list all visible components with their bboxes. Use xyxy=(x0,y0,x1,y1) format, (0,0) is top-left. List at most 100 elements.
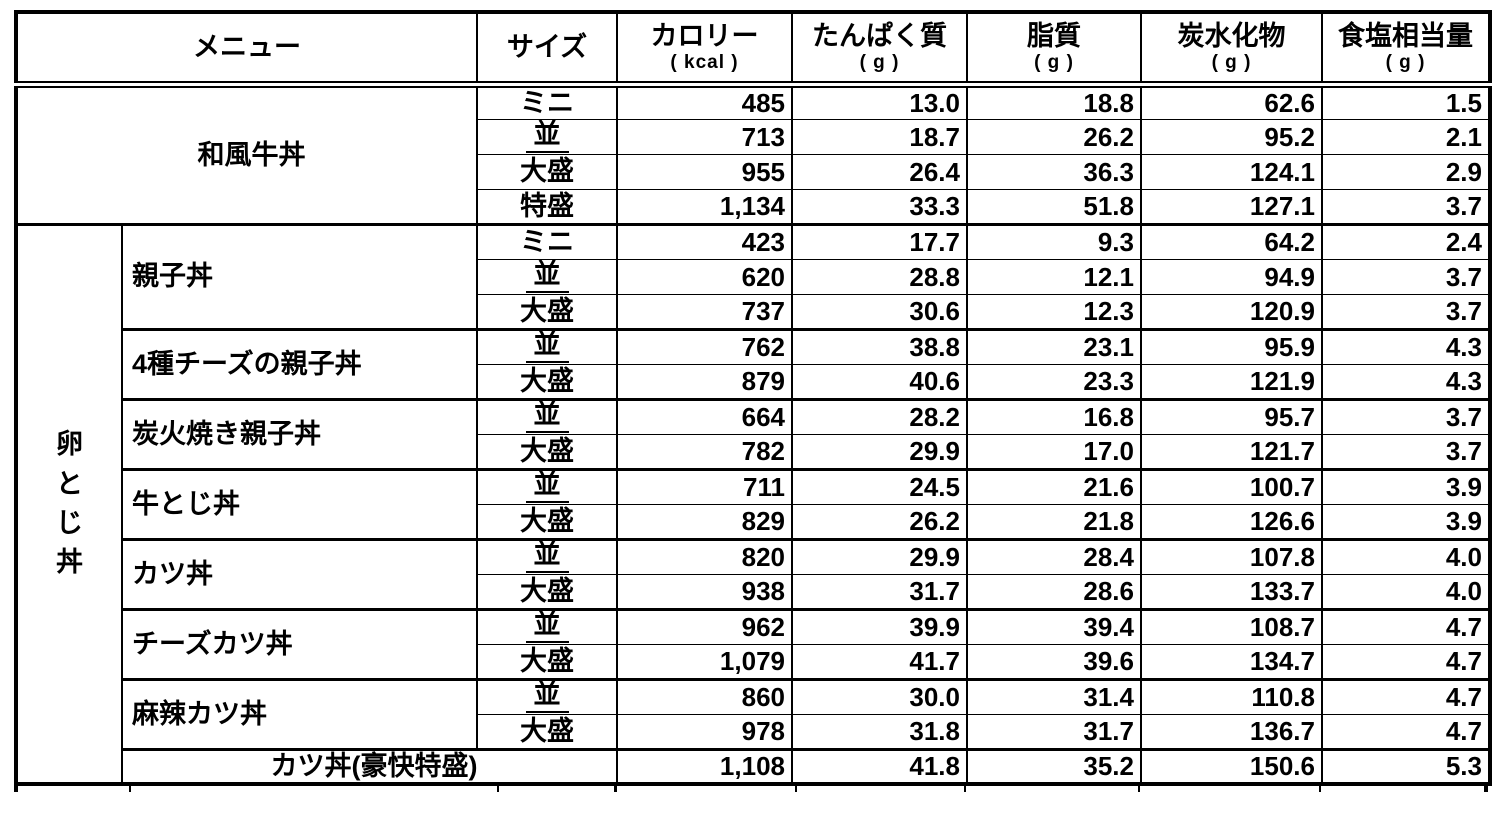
calories-cell: 829 xyxy=(616,503,793,540)
protein-cell: 13.0 xyxy=(791,83,968,120)
calories-cell: 711 xyxy=(616,467,793,505)
fat-cell: 36.3 xyxy=(966,153,1142,190)
carbs-cell: 95.2 xyxy=(1140,118,1323,155)
nutrition-sheet: メニュー サイズ カロリー( kcal ) たんぱく質( g ) 脂質( g )… xyxy=(14,10,1492,792)
size-cell: 大盛 xyxy=(476,643,618,680)
size-cell: 大盛 xyxy=(476,573,618,610)
size-cell: 大盛 xyxy=(476,713,618,750)
calories-cell: 962 xyxy=(616,607,793,645)
fat-cell: 21.6 xyxy=(966,467,1142,505)
fat-header-unit: ( g ) xyxy=(1034,51,1074,73)
size-cell: 並 xyxy=(476,607,618,645)
salt-cell: 3.7 xyxy=(1321,258,1491,295)
carbs-header-label: 炭水化物 xyxy=(1177,20,1286,51)
calories-cell: 860 xyxy=(616,677,793,715)
protein-cell: 40.6 xyxy=(791,363,968,400)
protein-cell: 29.9 xyxy=(791,537,968,575)
carbs-cell: 134.7 xyxy=(1140,643,1323,680)
salt-header-unit: ( g ) xyxy=(1385,51,1426,73)
size-label-underlined: 並 xyxy=(525,332,569,363)
calories-column-header: カロリー( kcal ) xyxy=(616,11,793,88)
protein-header-label: たんぱく質 xyxy=(812,20,947,51)
salt-column-header: 食塩相当量( g ) xyxy=(1321,11,1491,88)
salt-cell: 3.7 xyxy=(1321,293,1491,330)
calories-cell: 620 xyxy=(616,258,793,295)
table-row: 大盛 829 26.2 21.8 126.6 3.9 xyxy=(16,503,1491,540)
carbs-cell: 107.8 xyxy=(1140,537,1323,575)
size-label-underlined: 並 xyxy=(525,682,569,713)
size-label-underlined: 並 xyxy=(525,542,569,573)
menu-name-cell: 和風牛丼 xyxy=(15,83,478,225)
protein-cell: 41.8 xyxy=(791,747,968,785)
menu-name-cell: 麻辣カツ丼 xyxy=(121,677,478,750)
table-row: 卵とじ丼 親子丼 ミニ 423 17.7 9.3 64.2 2.4 xyxy=(15,222,1491,785)
fat-cell: 26.2 xyxy=(966,118,1142,155)
fat-cell: 23.1 xyxy=(966,327,1142,365)
table-row: 特盛 1,134 33.3 51.8 127.1 3.7 xyxy=(16,188,1491,225)
protein-cell: 33.3 xyxy=(791,188,968,225)
protein-cell: 31.8 xyxy=(791,713,968,750)
fat-cell: 12.1 xyxy=(966,258,1142,295)
size-cell: 並 xyxy=(476,467,618,505)
table-row: カツ丼 並 820 29.9 28.4 107.8 4.0 xyxy=(16,537,1491,610)
salt-cell: 5.3 xyxy=(1321,747,1491,785)
size-label-underlined: 並 xyxy=(525,120,569,153)
size-cell: 大盛 xyxy=(476,293,618,330)
size-cell: 特盛 xyxy=(476,188,618,225)
carbs-cell: 108.7 xyxy=(1140,607,1323,645)
salt-cell: 3.9 xyxy=(1321,503,1491,540)
fat-header-label: 脂質 xyxy=(1027,20,1081,51)
size-cell: 並 xyxy=(476,258,618,295)
size-header-label: サイズ xyxy=(506,31,588,62)
size-cell: 大盛 xyxy=(476,363,618,400)
size-cell: 並 xyxy=(476,118,618,155)
salt-cell: 3.7 xyxy=(1321,188,1491,225)
table-row: カツ丼(豪快特盛) 1,108 41.8 35.2 150.6 5.3 xyxy=(16,747,1491,785)
calories-cell: 955 xyxy=(616,153,793,190)
table-row: 大盛 978 31.8 31.7 136.7 4.7 xyxy=(16,713,1491,750)
salt-cell: 4.3 xyxy=(1321,327,1491,365)
size-label-underlined: 並 xyxy=(525,260,569,293)
menu-name-cell: 親子丼 xyxy=(121,222,478,330)
calories-header-unit: ( kcal ) xyxy=(670,51,739,73)
table-row: 大盛 938 31.7 28.6 133.7 4.0 xyxy=(16,573,1491,610)
table-row: 4種チーズの親子丼 並 762 38.8 23.1 95.9 4.3 xyxy=(16,327,1491,400)
salt-cell: 3.7 xyxy=(1321,433,1491,470)
carbs-cell: 127.1 xyxy=(1140,188,1323,225)
salt-cell: 1.5 xyxy=(1321,83,1491,120)
carbs-cell: 64.2 xyxy=(1140,222,1323,260)
protein-cell: 28.2 xyxy=(791,397,968,435)
size-cell: ミニ xyxy=(476,222,618,260)
salt-cell: 4.7 xyxy=(1321,607,1491,645)
calories-header-label: カロリー xyxy=(650,20,759,51)
size-column-header: サイズ xyxy=(476,11,618,88)
size-cell: 並 xyxy=(476,537,618,575)
nutrition-table: メニュー サイズ カロリー( kcal ) たんぱく質( g ) 脂質( g )… xyxy=(14,10,1492,786)
size-cell: 並 xyxy=(476,397,618,435)
fat-column-header: 脂質( g ) xyxy=(966,11,1142,88)
menu-name-cell: 炭火焼き親子丼 xyxy=(121,397,478,470)
carbs-column-header: 炭水化物( g ) xyxy=(1140,11,1323,88)
size-cell: 大盛 xyxy=(476,433,618,470)
protein-cell: 31.7 xyxy=(791,573,968,610)
calories-cell: 423 xyxy=(616,222,793,260)
fat-cell: 28.6 xyxy=(966,573,1142,610)
menu-name-cell: カツ丼 xyxy=(121,537,478,610)
salt-cell: 4.7 xyxy=(1321,677,1491,715)
carbs-cell: 100.7 xyxy=(1140,467,1323,505)
protein-cell: 28.8 xyxy=(791,258,968,295)
carbs-cell: 95.7 xyxy=(1140,397,1323,435)
fat-cell: 39.6 xyxy=(966,643,1142,680)
protein-column-header: たんぱく質( g ) xyxy=(791,11,968,88)
salt-cell: 4.0 xyxy=(1321,573,1491,610)
protein-cell: 26.2 xyxy=(791,503,968,540)
protein-cell: 26.4 xyxy=(791,153,968,190)
header-row: メニュー サイズ カロリー( kcal ) たんぱく質( g ) 脂質( g )… xyxy=(15,11,1491,88)
carbs-header-unit: ( g ) xyxy=(1211,51,1252,73)
calories-cell: 1,108 xyxy=(616,747,793,785)
carbs-cell: 62.6 xyxy=(1140,83,1323,120)
protein-header-unit: ( g ) xyxy=(859,51,900,73)
calories-cell: 879 xyxy=(616,363,793,400)
group-label-vertical: 卵とじ丼 xyxy=(56,429,83,577)
salt-cell: 2.4 xyxy=(1321,222,1491,260)
